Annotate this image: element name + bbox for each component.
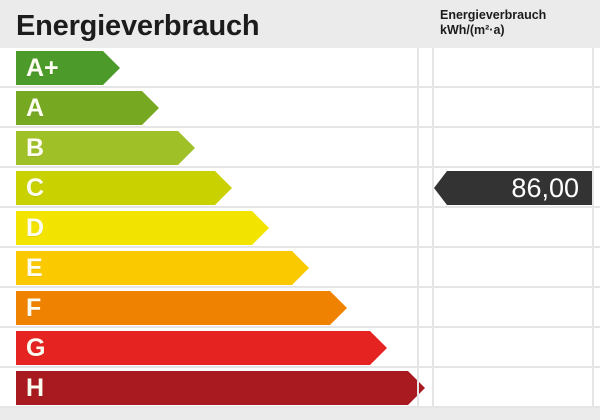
value-column-header-line1: Energieverbrauch: [440, 8, 547, 22]
table-divider: [592, 368, 594, 406]
grade-bar-aplus: A+: [16, 51, 120, 85]
table-divider: [417, 328, 419, 366]
grade-bar-body: H: [16, 371, 425, 405]
scale-row: F: [0, 288, 600, 328]
table-divider: [417, 248, 419, 286]
table-divider: [592, 248, 594, 286]
table-divider: [432, 208, 434, 246]
grade-bar-body: A+: [16, 51, 120, 85]
grade-bar-a: A: [16, 91, 159, 125]
scale-row: E: [0, 248, 600, 288]
grade-bar-arrow-tip: [292, 251, 309, 285]
scale-row: G: [0, 328, 600, 368]
grade-bar-body: C: [16, 171, 232, 205]
table-divider: [432, 88, 434, 126]
grade-bar-h: H: [16, 371, 425, 405]
table-divider: [432, 168, 434, 206]
table-divider: [432, 248, 434, 286]
grade-bar-arrow-tip: [370, 331, 387, 365]
table-divider: [592, 288, 594, 326]
grade-bar-b: B: [16, 131, 195, 165]
table-divider: [417, 288, 419, 326]
page-title: Energieverbrauch: [16, 10, 260, 42]
grade-bar-body: D: [16, 211, 269, 245]
table-divider: [432, 128, 434, 166]
scale-row: A+: [0, 48, 600, 88]
grade-letter: B: [26, 133, 45, 162]
table-divider: [432, 368, 434, 406]
grade-bar-g: G: [16, 331, 387, 365]
value-column-header: Energieverbrauch kWh/(m²·a): [440, 8, 595, 38]
table-divider: [592, 168, 594, 206]
table-divider: [432, 328, 434, 366]
value-indicator: 86,00: [434, 171, 592, 205]
table-divider: [417, 48, 419, 86]
grade-letter: F: [26, 293, 42, 322]
table-divider: [417, 88, 419, 126]
grade-bar-e: E: [16, 251, 309, 285]
table-divider: [592, 328, 594, 366]
grade-bar-f: F: [16, 291, 347, 325]
scale-row: H: [0, 368, 600, 408]
table-divider: [592, 128, 594, 166]
grade-bar-arrow-tip: [142, 91, 159, 125]
table-divider: [592, 88, 594, 126]
table-divider: [592, 208, 594, 246]
grade-bar-arrow-tip: [330, 291, 347, 325]
table-divider: [417, 368, 419, 406]
grade-letter: A+: [26, 53, 59, 82]
scale-row: A: [0, 88, 600, 128]
grade-bar-d: D: [16, 211, 269, 245]
table-divider: [417, 128, 419, 166]
grade-bar-arrow-tip: [178, 131, 195, 165]
grade-bar-arrow-tip: [408, 371, 425, 405]
scale-row: D: [0, 208, 600, 248]
grade-letter: D: [26, 213, 45, 242]
grade-bar-c: C: [16, 171, 232, 205]
grade-letter: C: [26, 173, 45, 202]
table-divider: [432, 288, 434, 326]
grade-letter: G: [26, 333, 46, 362]
grade-letter: H: [26, 373, 45, 402]
table-divider: [417, 168, 419, 206]
grade-bar-arrow-tip: [215, 171, 232, 205]
grade-bar-arrow-tip: [103, 51, 120, 85]
value-text: 86,00: [511, 172, 579, 203]
grade-bar-body: G: [16, 331, 387, 365]
scale-row: C 86,00: [0, 168, 600, 208]
table-divider: [432, 48, 434, 86]
grade-bar-arrow-tip: [252, 211, 269, 245]
table-divider: [592, 48, 594, 86]
grade-bar-body: B: [16, 131, 195, 165]
grade-letter: A: [26, 93, 45, 122]
grade-bar-body: A: [16, 91, 159, 125]
scale-rows: A+ A B C 86,00 D E F G H: [0, 48, 600, 408]
scale-row: B: [0, 128, 600, 168]
grade-bar-body: E: [16, 251, 309, 285]
table-divider: [417, 208, 419, 246]
grade-bar-body: F: [16, 291, 347, 325]
grade-letter: E: [26, 253, 43, 282]
value-column-header-line2: kWh/(m²·a): [440, 23, 505, 37]
